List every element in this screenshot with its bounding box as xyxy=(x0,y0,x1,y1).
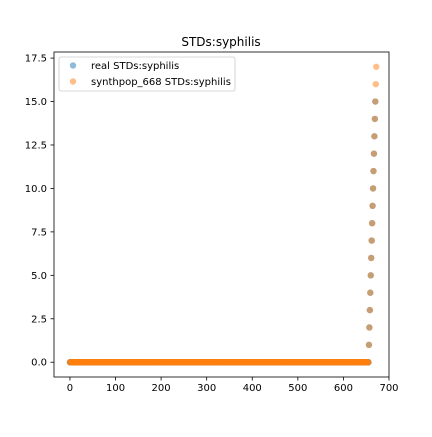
data-point xyxy=(371,115,379,123)
data-point xyxy=(369,185,377,192)
axes: 0 100 200 300 400 500 600 700 0.0 2.5 5.0 7.5 10.0 12… xyxy=(25,54,399,394)
data-point xyxy=(373,63,380,70)
y-tick-label: 5.0 xyxy=(31,271,47,282)
legend-marker-real xyxy=(69,62,77,69)
legend-label-real: real STDs:syphilis xyxy=(91,61,179,72)
data-point xyxy=(365,359,372,366)
y-tick-label: 17.5 xyxy=(25,54,47,65)
data-point xyxy=(368,254,375,262)
legend-marker-synthpop xyxy=(69,78,77,85)
data-point xyxy=(365,341,373,349)
chart-title: STDs:syphilis xyxy=(181,35,260,49)
series-synthpop xyxy=(66,63,380,366)
x-tick-label: 100 xyxy=(106,383,125,394)
data-point xyxy=(372,98,379,105)
data-point xyxy=(370,167,377,175)
x-tick-label: 700 xyxy=(379,383,398,394)
data-point xyxy=(368,219,376,227)
x-tick-label: 400 xyxy=(243,383,262,394)
y-tick-label: 12.5 xyxy=(25,140,47,151)
legend-label-synthpop: synthpop_668 STDs:syphilis xyxy=(91,77,231,88)
x-tick-label: 500 xyxy=(288,383,307,394)
y-tick-label: 7.5 xyxy=(31,227,47,238)
data-point xyxy=(372,80,379,88)
plot-marks xyxy=(66,63,380,366)
data-point xyxy=(367,289,374,296)
y-tick-label: 10.0 xyxy=(25,184,47,195)
data-point xyxy=(367,272,374,279)
data-point xyxy=(371,133,378,140)
x-tick-label: 300 xyxy=(197,383,216,394)
x-tick-label: 200 xyxy=(152,383,171,394)
y-tick-label: 0.0 xyxy=(31,358,47,369)
x-tick-label: 600 xyxy=(334,383,353,394)
data-point xyxy=(369,202,376,210)
y-tick-label: 2.5 xyxy=(31,314,47,325)
legend-box xyxy=(58,56,236,92)
x-tick-label: 0 xyxy=(67,383,73,394)
data-point xyxy=(370,150,378,157)
data-point xyxy=(368,237,375,244)
plot-area-frame xyxy=(53,51,390,378)
y-tick-label: 15.0 xyxy=(25,97,47,108)
data-point xyxy=(366,306,374,314)
data-point xyxy=(366,324,373,331)
legend: real STDs:syphilis synthpop_668 STDs:syp… xyxy=(58,56,236,92)
